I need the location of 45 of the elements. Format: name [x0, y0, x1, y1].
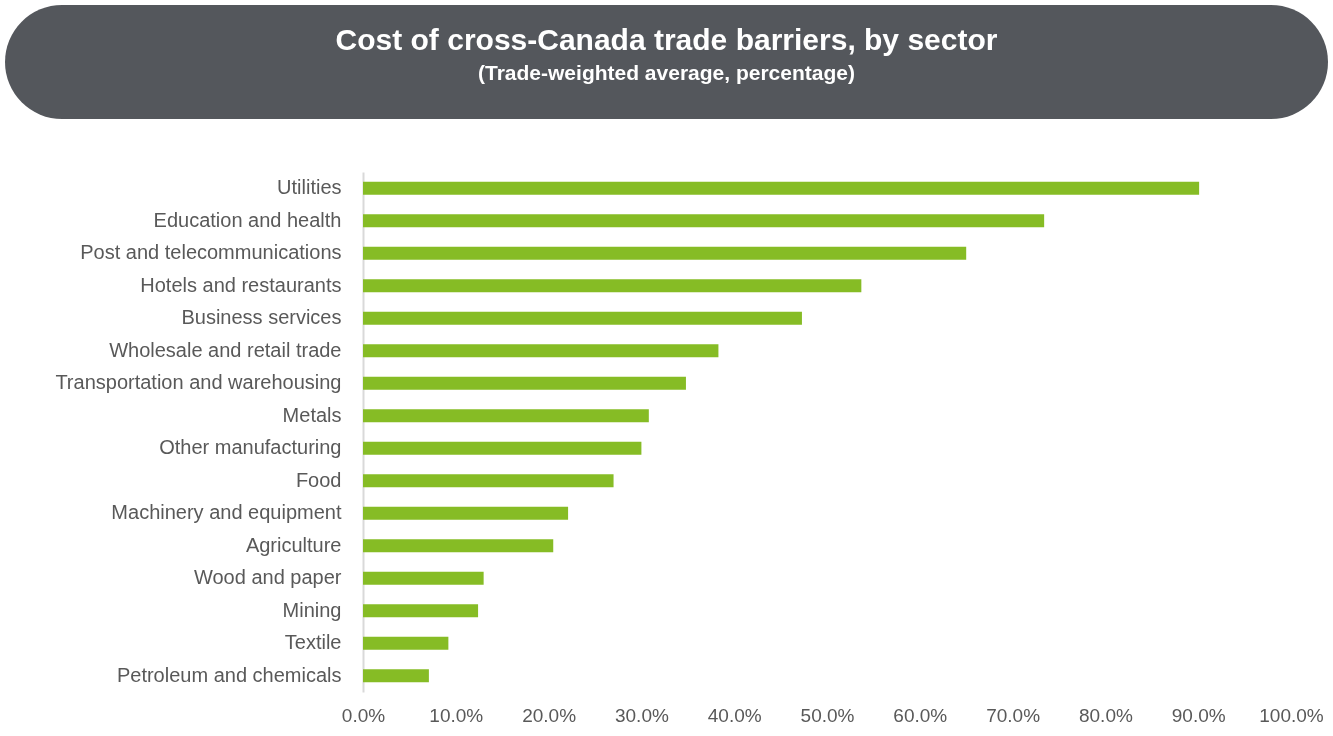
y-tick-label: Other manufacturing — [159, 436, 342, 459]
bar — [363, 539, 554, 553]
chart-subtitle: (Trade-weighted average, percentage) — [477, 61, 856, 85]
y-tick-label: Business services — [181, 306, 342, 329]
x-tick-label: 70.0% — [986, 704, 1041, 726]
chart-title: Cost of cross-Canada trade barriers, by sector — [334, 23, 999, 57]
y-tick-label: Wood and paper — [193, 566, 342, 589]
y-tick-label: Utilities — [277, 176, 342, 199]
bar — [363, 441, 642, 455]
x-tick-label: 30.0% — [614, 704, 669, 726]
bar — [363, 344, 719, 358]
y-tick-label: Mining — [282, 598, 342, 621]
y-tick-label: Textile — [284, 631, 342, 654]
x-tick-label: 10.0% — [429, 704, 484, 726]
bar — [363, 214, 1045, 228]
y-tick-label: Agriculture — [245, 533, 342, 556]
x-tick-label: 40.0% — [707, 704, 762, 726]
bar — [363, 409, 649, 423]
bar — [363, 669, 429, 683]
y-tick-label: Transportation and warehousing — [55, 371, 342, 394]
y-tick-label: Petroleum and chemicals — [116, 663, 342, 686]
bar — [363, 506, 569, 520]
y-tick-label: Post and telecommunications — [80, 241, 342, 264]
y-tick-label: Hotels and restaurants — [140, 273, 342, 296]
x-tick-label: 60.0% — [893, 704, 948, 726]
bar — [363, 604, 479, 618]
bar — [363, 181, 1200, 195]
x-tick-label: 100.0% — [1259, 704, 1324, 726]
y-tick-label: Machinery and equipment — [111, 501, 342, 524]
x-tick-label: 0.0% — [341, 704, 386, 726]
x-tick-label: 90.0% — [1171, 704, 1226, 726]
bar — [363, 474, 614, 488]
y-tick-label: Wholesale and retail trade — [109, 338, 342, 361]
bar — [363, 311, 802, 325]
bar — [363, 376, 686, 390]
x-tick-label: 50.0% — [800, 704, 855, 726]
bar — [363, 279, 862, 293]
bar — [363, 246, 967, 260]
bar — [363, 636, 449, 650]
y-tick-label: Food — [295, 468, 342, 491]
y-tick-label: Metals — [282, 403, 342, 426]
x-tick-label: 80.0% — [1078, 704, 1133, 726]
y-tick-label: Education and health — [153, 208, 342, 231]
x-tick-label: 20.0% — [522, 704, 577, 726]
bar — [363, 571, 484, 585]
